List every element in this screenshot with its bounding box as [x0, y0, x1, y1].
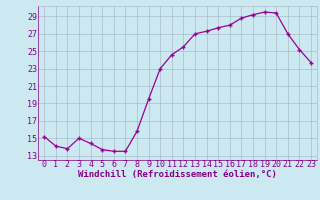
- X-axis label: Windchill (Refroidissement éolien,°C): Windchill (Refroidissement éolien,°C): [78, 170, 277, 179]
